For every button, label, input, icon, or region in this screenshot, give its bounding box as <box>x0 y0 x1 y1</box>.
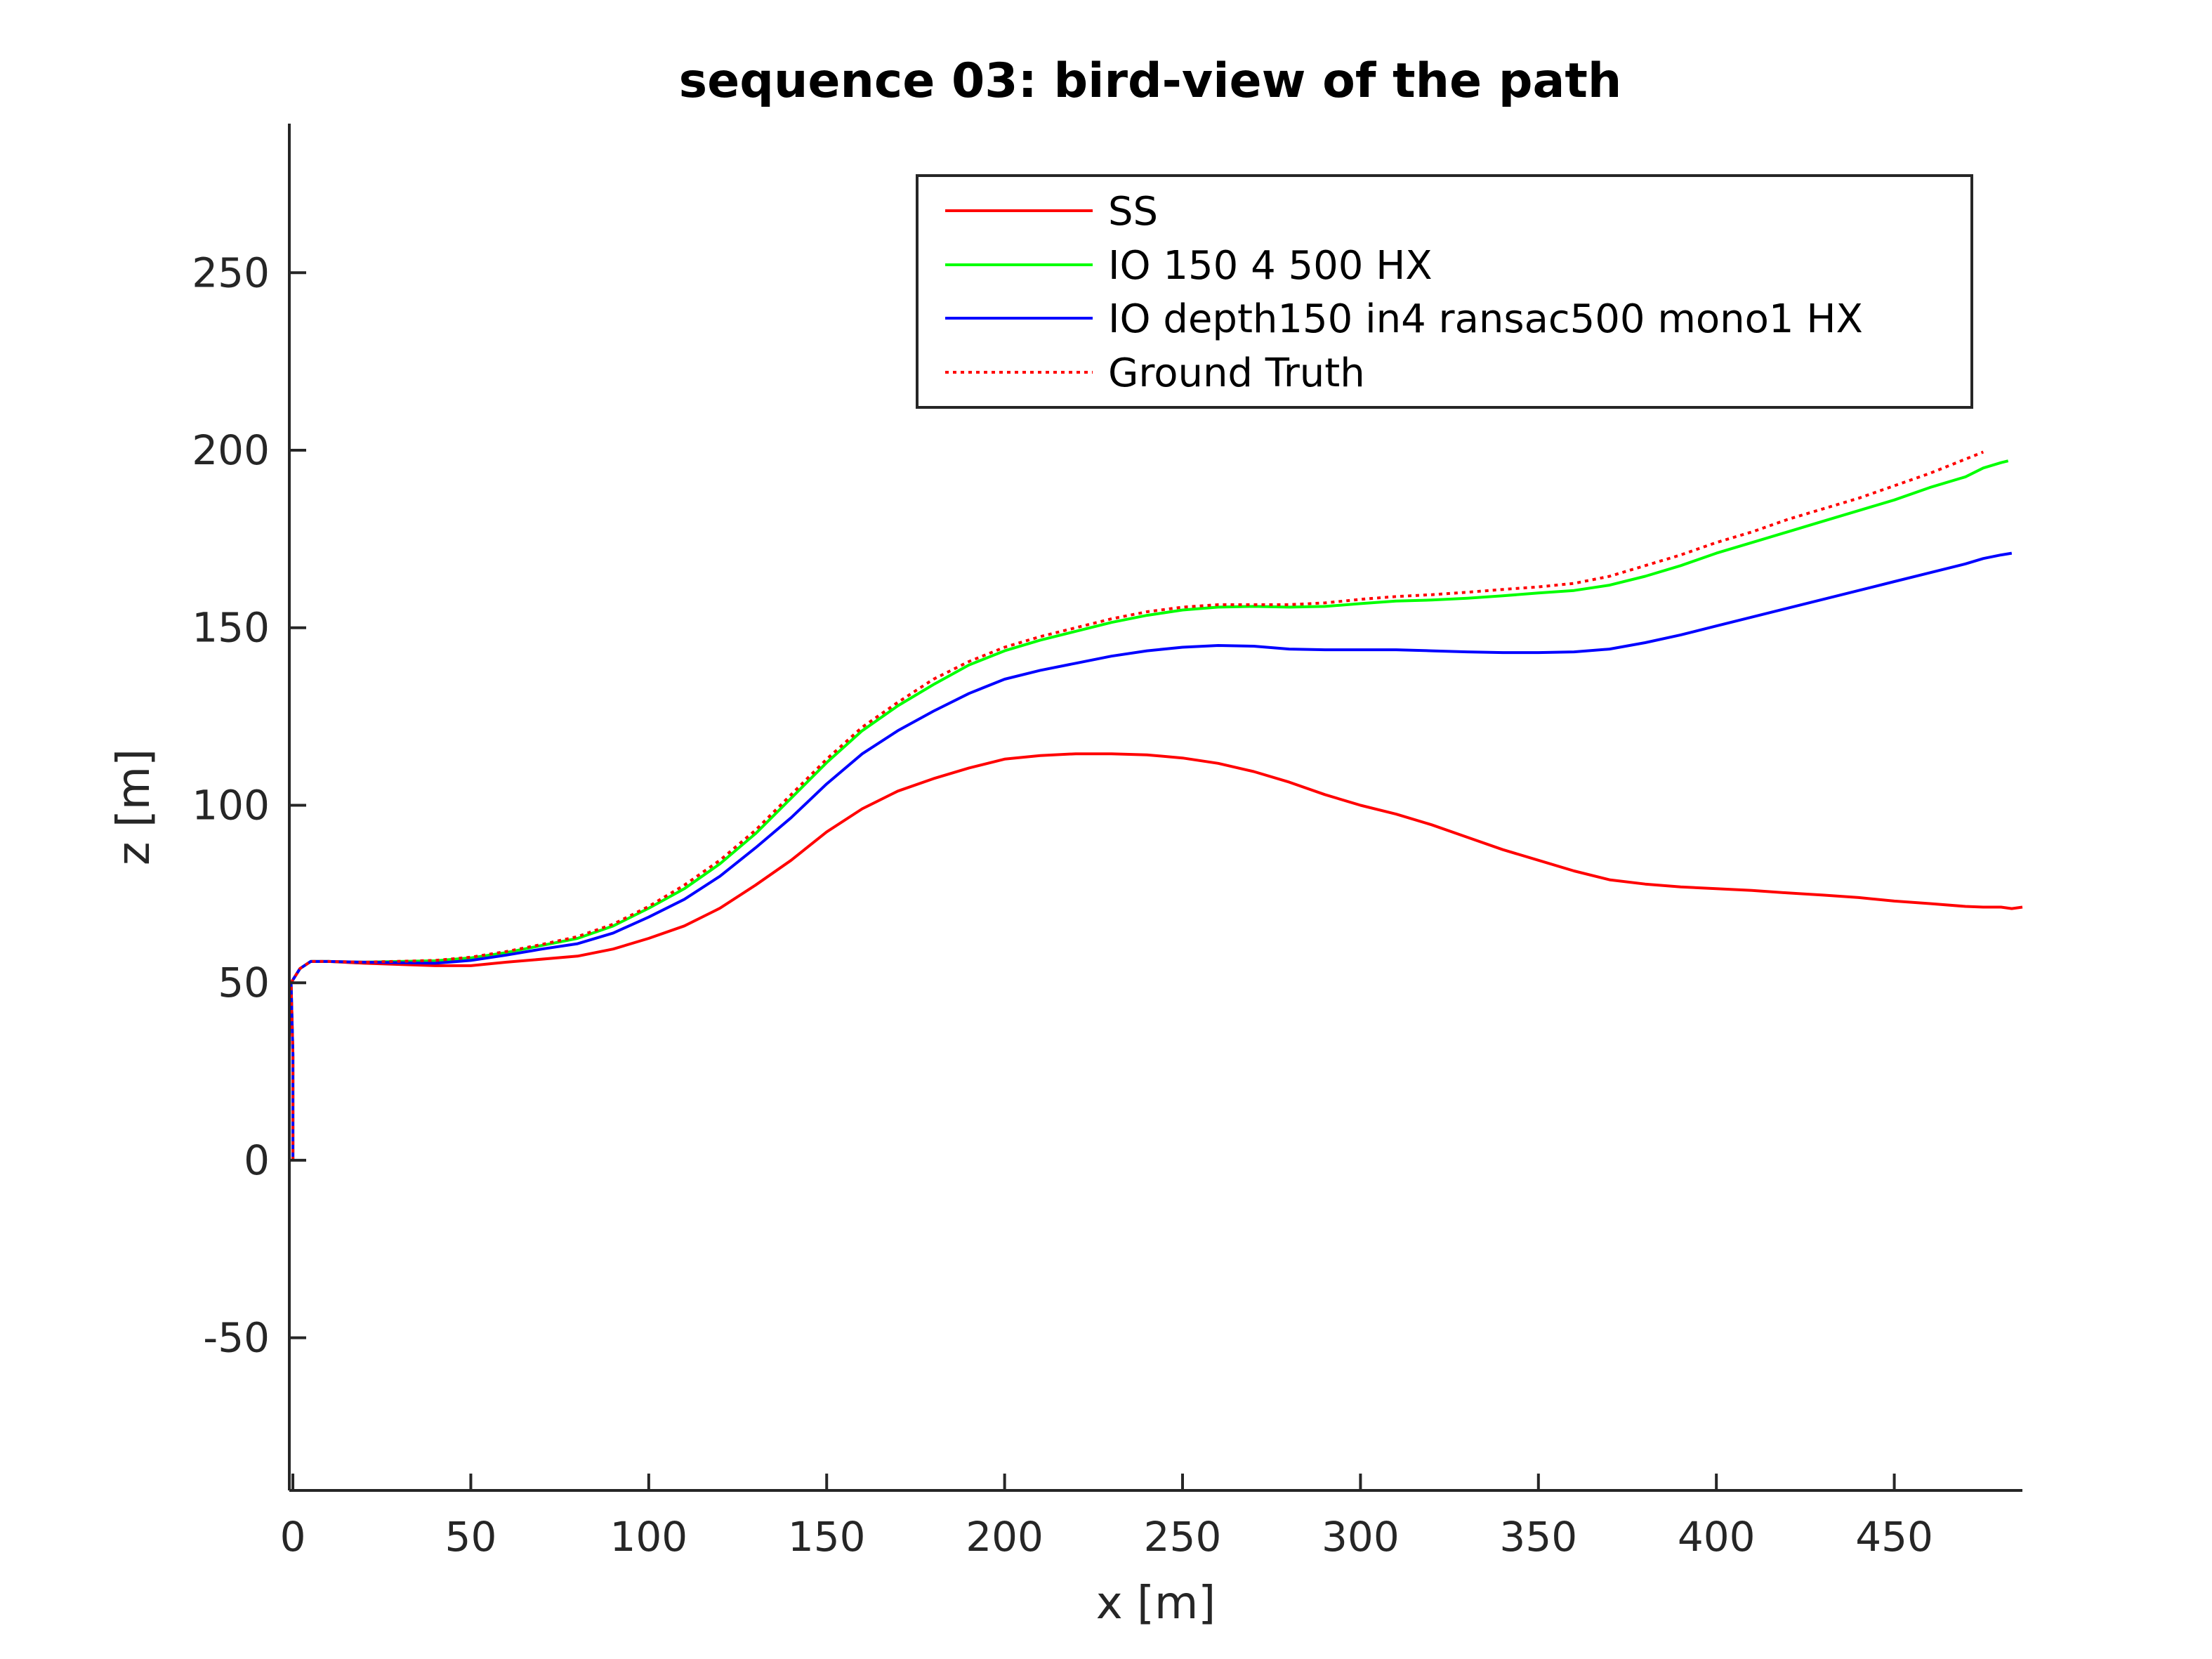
x-tick-label-400: 400 <box>1678 1513 1756 1561</box>
legend: SS IO 150 4 500 HX IO depth150 in4 ransa… <box>916 174 1973 409</box>
x-axis-label: x [m] <box>1096 1578 1216 1630</box>
plot-lines <box>289 450 2023 1160</box>
y-tick-label-150: 150 <box>192 604 270 652</box>
y-tick-label-250: 250 <box>192 249 270 296</box>
series-line-ground-truth <box>289 450 1984 1160</box>
legend-label-io-150: IO 150 4 500 HX <box>1108 243 1433 289</box>
y-tick-label-neg50: -50 <box>203 1314 270 1362</box>
x-tick-label-200: 200 <box>966 1513 1044 1561</box>
x-tick-label-150: 150 <box>788 1513 866 1561</box>
y-tick-label-50: 50 <box>218 959 270 1006</box>
legend-label-ground-truth: Ground Truth <box>1108 350 1365 396</box>
chart-title: sequence 03: bird-view of the path <box>679 53 1622 109</box>
axes <box>288 124 2022 1492</box>
x-tick-label-300: 300 <box>1322 1513 1400 1561</box>
x-ticks: 0 50 100 150 200 250 300 350 400 450 <box>280 1474 1933 1561</box>
legend-label-io-depth150: IO depth150 in4 ransac500 mono1 HX <box>1108 296 1863 342</box>
series-line-ss <box>289 752 2023 1160</box>
y-ticks: -50 0 50 100 150 200 250 <box>192 249 306 1362</box>
x-tick-label-450: 450 <box>1855 1513 1933 1561</box>
legend-label-ss: SS <box>1108 189 1158 235</box>
x-tick-label-50: 50 <box>445 1513 497 1561</box>
y-tick-label-200: 200 <box>192 426 270 474</box>
x-tick-label-250: 250 <box>1144 1513 1222 1561</box>
y-tick-label-100: 100 <box>192 781 270 829</box>
x-tick-label-100: 100 <box>610 1513 687 1561</box>
y-axis-label: z [m] <box>108 749 160 865</box>
x-tick-label-350: 350 <box>1499 1513 1577 1561</box>
y-tick-label-0: 0 <box>244 1136 270 1184</box>
x-tick-label-0: 0 <box>280 1513 306 1561</box>
legend-box <box>916 174 1973 409</box>
series-line-io-depth150-in4-ransac500-mono1-hx <box>289 551 2013 1160</box>
